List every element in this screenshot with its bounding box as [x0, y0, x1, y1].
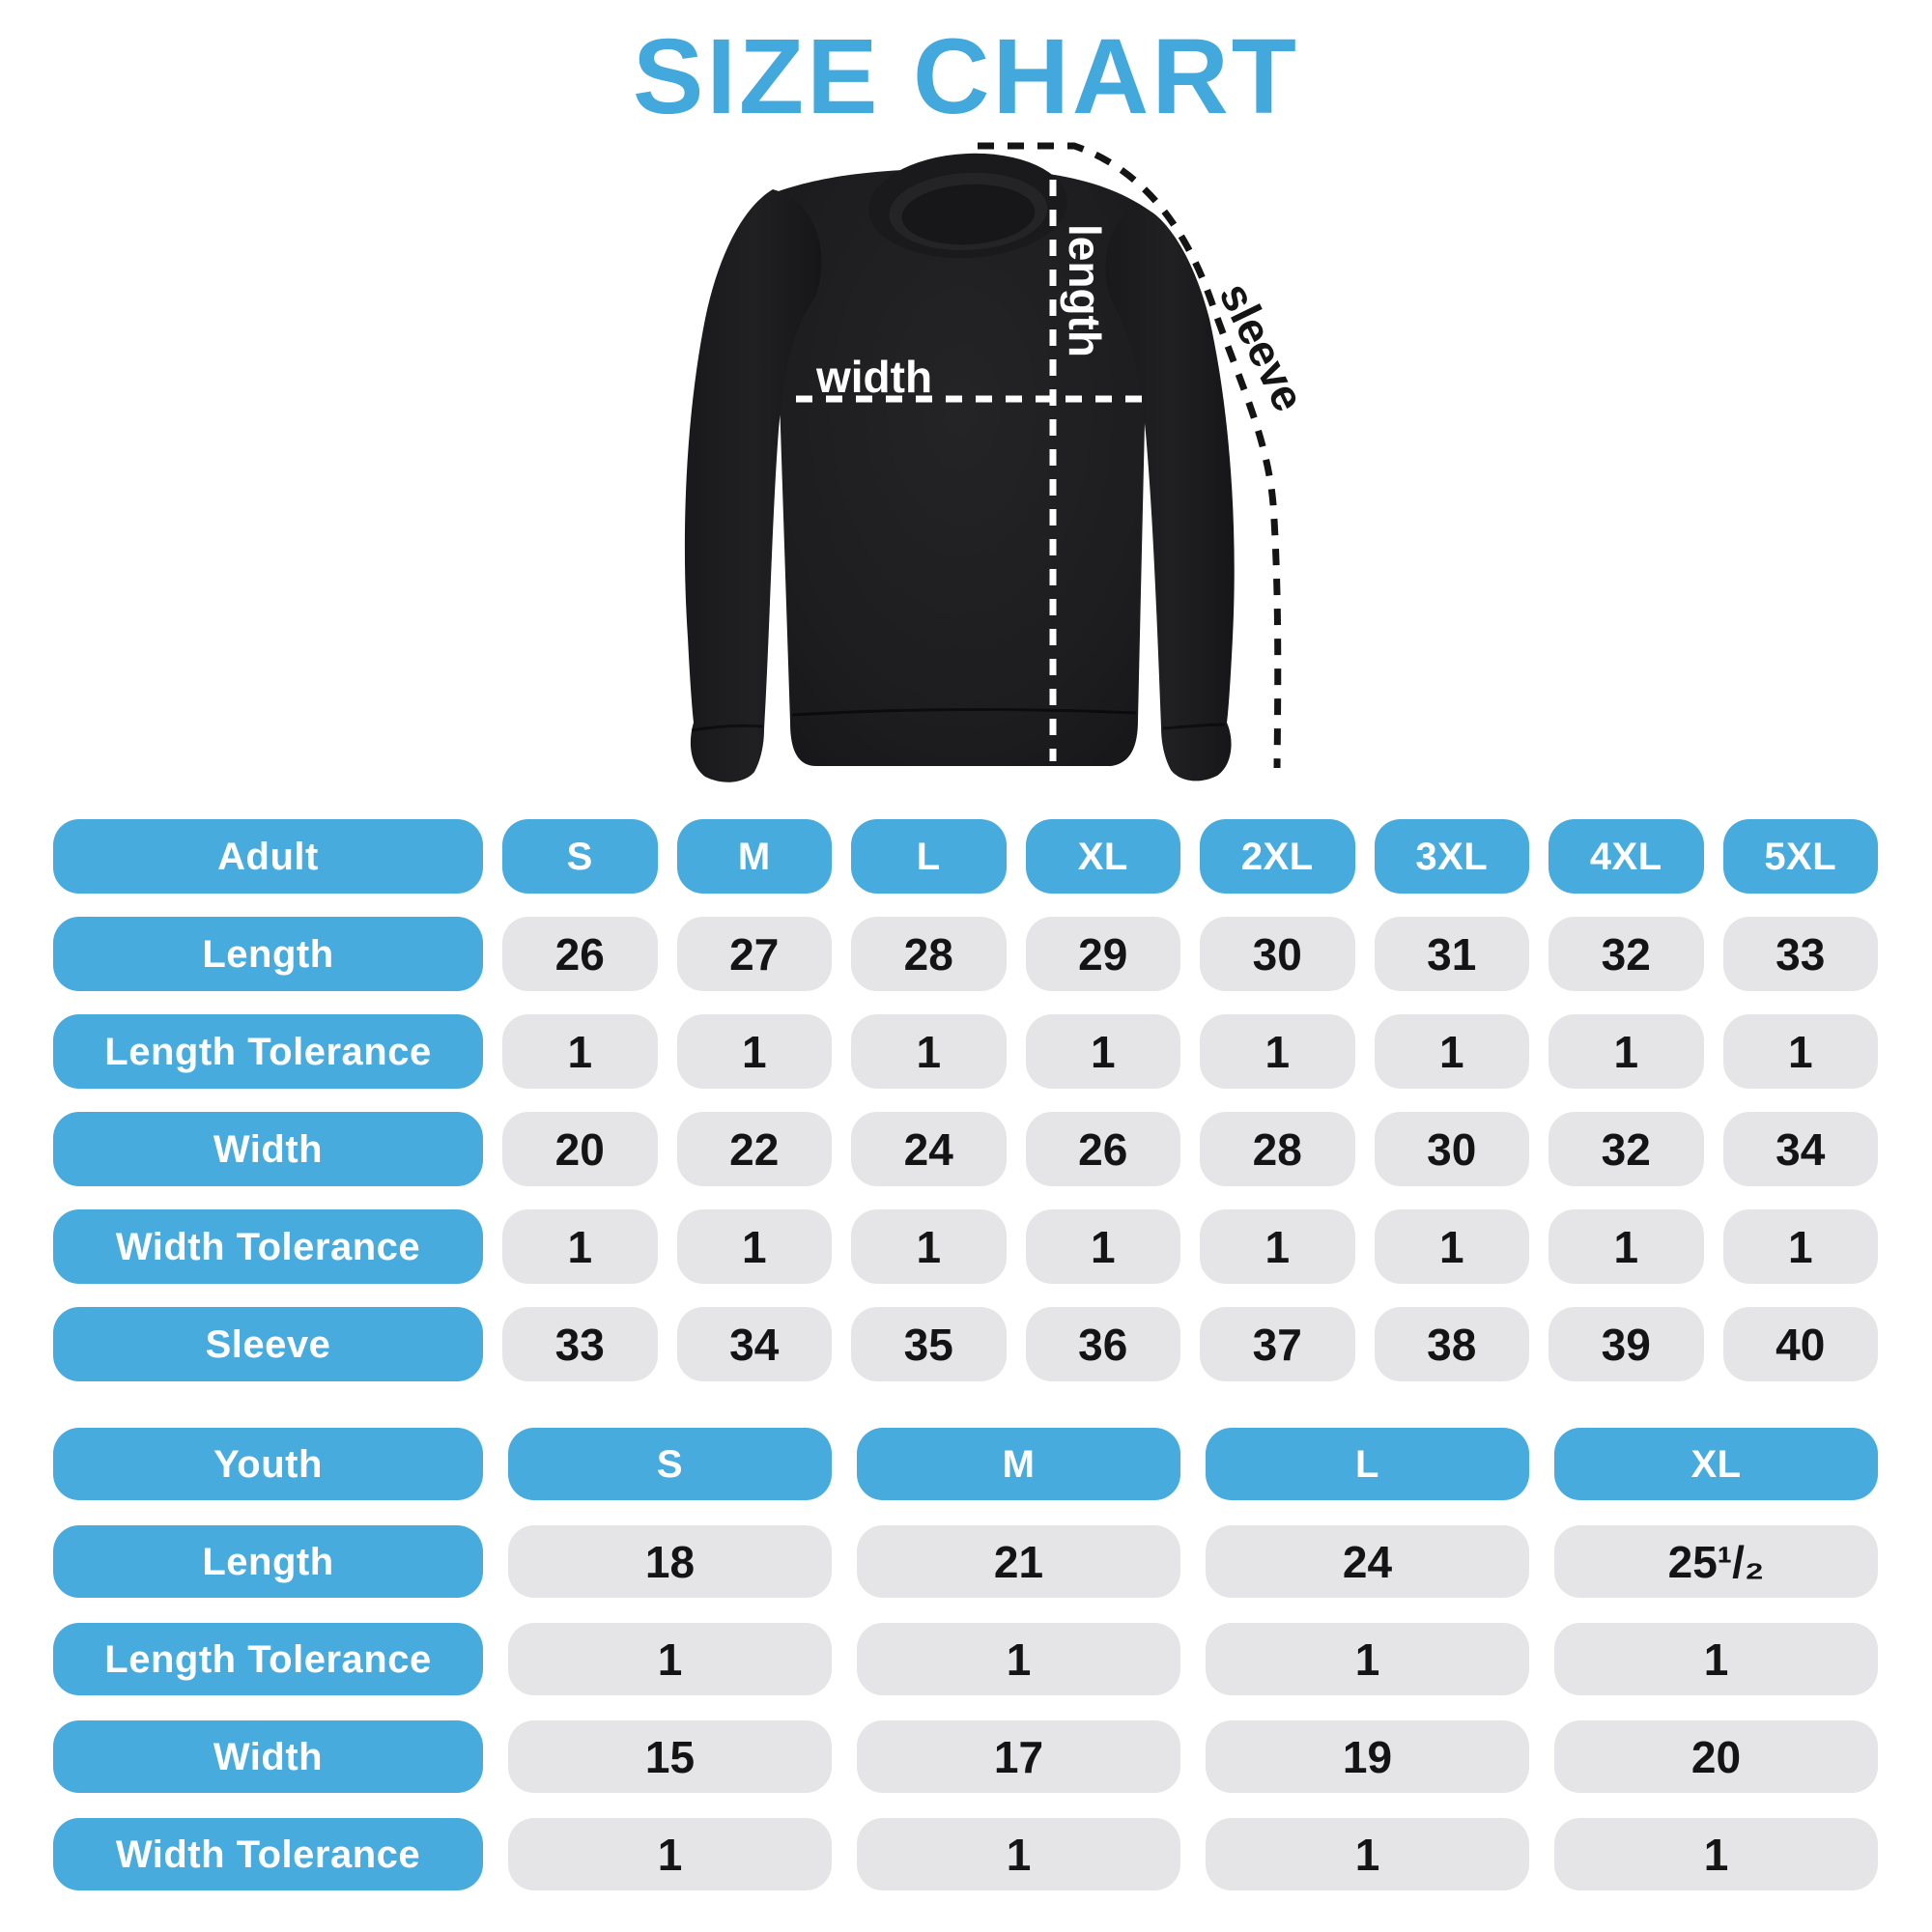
youth-row-label: Length Tolerance	[53, 1623, 483, 1695]
youth-table-header: Youth	[53, 1428, 483, 1500]
adult-value-cell: 1	[1025, 1209, 1180, 1284]
adult-value-cell: 1	[1722, 1014, 1878, 1089]
youth-value-cell: 1	[1206, 1818, 1529, 1890]
left-cuff-seam	[691, 724, 764, 732]
adult-col-header-l: L	[851, 819, 1007, 894]
adult-col-header-2xl: 2XL	[1200, 819, 1355, 894]
adult-row-label: Length Tolerance	[53, 1014, 483, 1089]
adult-value-cell: 1	[1025, 1014, 1180, 1089]
youth-value-cell: 1	[1554, 1818, 1878, 1890]
adult-value-cell: 1	[1548, 1014, 1704, 1089]
adult-value-cell: 24	[851, 1112, 1007, 1186]
adult-value-cell: 20	[502, 1112, 658, 1186]
adult-value-cell: 34	[1722, 1112, 1878, 1186]
youth-value-cell: 1	[857, 1623, 1180, 1695]
adult-row-label: Length	[53, 917, 483, 991]
youth-col-header-xl: XL	[1554, 1428, 1878, 1500]
adult-value-cell: 37	[1200, 1307, 1355, 1381]
youth-value-cell: 1	[857, 1818, 1180, 1890]
sweatshirt-body	[773, 168, 1150, 766]
youth-size-table: Youth S M L XL Length 18 21 24 25¹/₂ Length Tolera…	[53, 1428, 1878, 1890]
adult-value-cell: 29	[1025, 917, 1180, 991]
left-sleeve	[684, 189, 822, 782]
adult-value-cell: 1	[502, 1209, 658, 1284]
adult-value-cell: 1	[502, 1014, 658, 1089]
adult-size-table: Adult S M L XL 2XL 3XL 4XL 5XL Length 26 27 28 29 30 31…	[53, 819, 1878, 1381]
youth-value-cell: 21	[857, 1525, 1180, 1598]
adult-value-cell: 22	[676, 1112, 832, 1186]
youth-value-cell: 20	[1554, 1720, 1878, 1793]
adult-value-cell: 30	[1200, 917, 1355, 991]
page-title: SIZE CHART	[633, 17, 1299, 136]
adult-row-label: Sleeve	[53, 1307, 483, 1381]
youth-value-cell: 1	[508, 1623, 832, 1695]
youth-col-header-m: M	[857, 1428, 1180, 1500]
adult-value-cell: 1	[851, 1014, 1007, 1089]
adult-value-cell: 34	[676, 1307, 832, 1381]
youth-value-cell: 24	[1206, 1525, 1529, 1598]
youth-value-cell: 17	[857, 1720, 1180, 1793]
youth-col-header-s: S	[508, 1428, 832, 1500]
adult-value-cell: 28	[851, 917, 1007, 991]
adult-value-cell: 1	[1548, 1209, 1704, 1284]
adult-value-cell: 1	[851, 1209, 1007, 1284]
adult-value-cell: 1	[676, 1209, 832, 1284]
sweatshirt-figure	[684, 142, 1282, 782]
adult-value-cell: 1	[1200, 1209, 1355, 1284]
adult-value-cell: 33	[1722, 917, 1878, 991]
adult-value-cell: 1	[1200, 1014, 1355, 1089]
youth-value-cell: 1	[1554, 1623, 1878, 1695]
width-measure-label: width	[816, 352, 933, 402]
adult-col-header-3xl: 3XL	[1374, 819, 1529, 894]
adult-value-cell: 27	[676, 917, 832, 991]
adult-col-header-m: M	[676, 819, 832, 894]
collar	[868, 153, 1067, 259]
adult-value-cell: 35	[851, 1307, 1007, 1381]
youth-value-cell: 25¹/₂	[1554, 1525, 1878, 1598]
youth-value-cell: 19	[1206, 1720, 1529, 1793]
adult-value-cell: 1	[676, 1014, 832, 1089]
adult-value-cell: 1	[1374, 1209, 1529, 1284]
right-cuff-seam	[1162, 723, 1226, 730]
adult-value-cell: 40	[1722, 1307, 1878, 1381]
youth-value-cell: 1	[508, 1818, 832, 1890]
adult-col-header-xl: XL	[1025, 819, 1180, 894]
length-measure-label: length	[1060, 224, 1110, 357]
youth-row-label: Width	[53, 1720, 483, 1793]
adult-value-cell: 39	[1548, 1307, 1704, 1381]
youth-value-cell: 15	[508, 1720, 832, 1793]
adult-value-cell: 26	[1025, 1112, 1180, 1186]
adult-value-cell: 32	[1548, 917, 1704, 991]
adult-value-cell: 33	[502, 1307, 658, 1381]
youth-row-label: Length	[53, 1525, 483, 1598]
adult-table-header: Adult	[53, 819, 483, 894]
youth-value-cell: 18	[508, 1525, 832, 1598]
hem-seam	[791, 707, 1137, 717]
adult-value-cell: 31	[1374, 917, 1529, 991]
adult-row-label: Width	[53, 1112, 483, 1186]
adult-value-cell: 28	[1200, 1112, 1355, 1186]
youth-row-label: Width Tolerance	[53, 1818, 483, 1890]
adult-value-cell: 32	[1548, 1112, 1704, 1186]
youth-col-header-l: L	[1206, 1428, 1529, 1500]
sleeve-measure-line	[978, 142, 1282, 769]
adult-value-cell: 30	[1374, 1112, 1529, 1186]
adult-col-header-4xl: 4XL	[1548, 819, 1704, 894]
adult-value-cell: 36	[1025, 1307, 1180, 1381]
adult-col-header-5xl: 5XL	[1722, 819, 1878, 894]
youth-value-cell: 1	[1206, 1623, 1529, 1695]
adult-row-label: Width Tolerance	[53, 1209, 483, 1284]
adult-value-cell: 1	[1722, 1209, 1878, 1284]
adult-value-cell: 26	[502, 917, 658, 991]
adult-col-header-s: S	[502, 819, 658, 894]
adult-value-cell: 1	[1374, 1014, 1529, 1089]
adult-value-cell: 38	[1374, 1307, 1529, 1381]
right-sleeve	[1105, 208, 1235, 781]
